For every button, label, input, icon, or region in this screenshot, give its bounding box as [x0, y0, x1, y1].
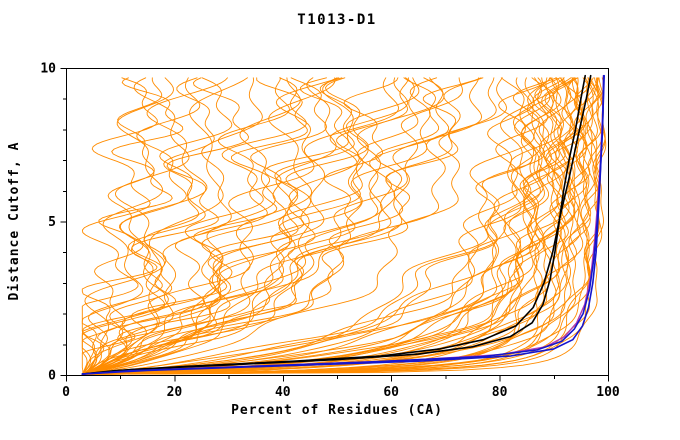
x-axis-label: Percent of Residues (CA) — [231, 403, 443, 418]
curve-server-models-orange — [81, 77, 336, 375]
curve-server-models-orange — [81, 77, 565, 375]
y-tick-label: 10 — [40, 62, 56, 77]
curve-server-models-orange — [81, 77, 419, 375]
x-tick-label: 20 — [167, 385, 183, 400]
chart-title: T1013-D1 — [297, 12, 376, 28]
curve-server-models-orange — [81, 77, 592, 375]
curve-server-models-orange — [81, 77, 542, 375]
curve-server-models-orange — [81, 77, 586, 375]
curve-server-models-orange — [81, 77, 190, 375]
curve-server-models-orange — [81, 77, 158, 375]
axes: 0 20 40 60 80 100 0 5 10 — [40, 62, 620, 401]
curve-server-models-orange — [81, 77, 562, 375]
x-tick-label: 0 — [62, 385, 70, 400]
y-tick-label: 5 — [48, 215, 56, 230]
curve-server-models-orange — [81, 77, 438, 375]
curve-server-models-orange — [81, 77, 605, 375]
curve-server-models-orange — [81, 77, 594, 375]
curve-server-models-orange — [81, 77, 228, 375]
curve-server-models-orange — [81, 77, 450, 375]
curve-server-models-orange — [81, 77, 201, 375]
curve-highlight-blue — [81, 74, 605, 375]
x-tick-label: 40 — [275, 385, 291, 400]
curve-server-models-orange — [81, 77, 562, 375]
curve-server-models-orange — [81, 77, 606, 375]
x-tick-label: 60 — [383, 385, 399, 400]
curve-server-models-orange — [81, 77, 248, 375]
curve-server-models-orange — [81, 77, 593, 375]
curve-server-models-orange — [81, 77, 584, 375]
curve-server-models-orange — [81, 77, 355, 375]
curve-server-models-orange — [81, 77, 497, 375]
curve-server-models-orange — [81, 77, 483, 375]
curve-server-models-orange — [81, 77, 578, 375]
curve-server-models-orange — [81, 77, 420, 375]
x-tick-label: 80 — [492, 385, 508, 400]
curve-server-models-orange — [81, 77, 572, 375]
curve-server-models-orange — [81, 77, 215, 375]
curve-server-models-orange — [81, 77, 349, 375]
curve-server-models-orange — [81, 77, 337, 375]
curve-server-models-orange — [81, 77, 340, 375]
curve-server-models-orange — [81, 77, 535, 375]
curve-server-models-orange — [81, 77, 572, 375]
curve-server-models-orange — [81, 77, 566, 375]
curve-server-models-orange — [81, 77, 604, 375]
curve-server-models-orange — [81, 77, 482, 375]
curve-server-models-orange — [81, 77, 585, 375]
curve-server-models-orange — [81, 77, 602, 375]
curve-server-models-orange — [81, 77, 463, 375]
curve-server-models-orange — [81, 77, 184, 375]
curve-server-models-orange — [81, 77, 558, 375]
curve-server-models-orange — [81, 77, 163, 375]
curve-highlight-black — [81, 74, 592, 375]
curve-server-models-orange — [81, 77, 542, 375]
curve-server-models-orange — [81, 77, 328, 375]
curve-server-models-orange — [81, 77, 598, 375]
curve-server-models-orange — [81, 77, 603, 375]
curve-server-models-orange — [81, 77, 574, 375]
curve-server-models-orange — [81, 77, 233, 375]
y-tick-label: 0 — [48, 369, 56, 384]
curve-server-models-orange — [81, 77, 250, 375]
curve-server-models-orange — [81, 77, 484, 375]
x-tick-label: 100 — [596, 385, 620, 400]
curve-server-models-orange — [81, 77, 308, 375]
curve-server-models-orange — [81, 77, 554, 375]
curve-server-models-orange — [81, 77, 588, 375]
curve-server-models-orange — [81, 77, 174, 375]
curve-server-models-orange — [81, 77, 440, 375]
curve-server-models-orange — [81, 77, 445, 375]
curve-server-models-orange — [81, 77, 507, 375]
y-axis-label: Distance Cutoff, A — [7, 142, 22, 301]
curve-server-models-orange — [81, 77, 578, 375]
curve-server-models-orange — [81, 77, 399, 375]
plot-frame — [66, 68, 609, 376]
curve-server-models-orange — [81, 77, 307, 375]
plot-area — [81, 74, 607, 375]
